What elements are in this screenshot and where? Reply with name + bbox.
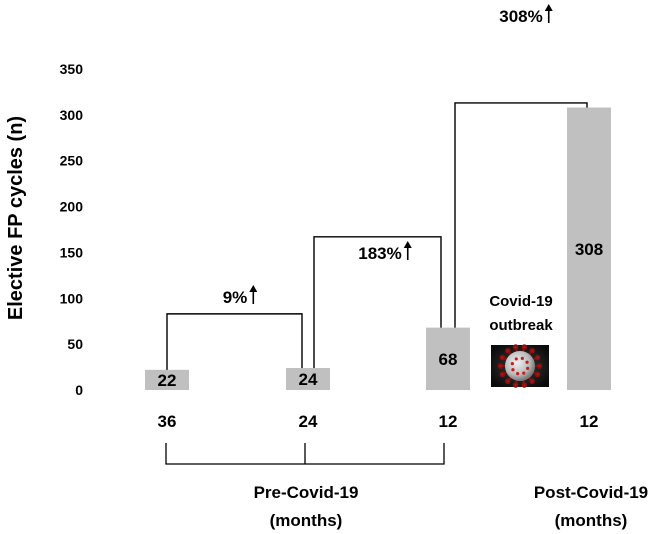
up-arrow-head — [249, 285, 258, 292]
bar-value-label: 22 — [158, 371, 177, 390]
bar — [426, 327, 470, 390]
increase-bracket — [166, 313, 303, 370]
bar — [567, 107, 611, 391]
y-tick-label: 200 — [60, 199, 84, 215]
bar-value-label: 308 — [575, 240, 603, 259]
covid-outbreak-sublabel: outbreak — [489, 317, 553, 334]
y-tick-label: 350 — [60, 61, 84, 77]
y-tick-label: 150 — [60, 244, 84, 260]
pre-covid-group-bracket — [165, 443, 445, 465]
up-arrow-head — [403, 241, 412, 248]
category-label: 12 — [439, 412, 458, 431]
increase-label: 9% — [223, 288, 248, 307]
pre-covid-group-label: Pre-Covid-19 — [254, 483, 359, 502]
bars — [145, 107, 611, 391]
bar-value-label: 68 — [439, 350, 458, 369]
coronavirus-icon — [491, 344, 549, 388]
y-tick-label: 100 — [60, 290, 84, 306]
up-arrow-head — [544, 4, 553, 11]
y-tick-label: 250 — [60, 153, 84, 169]
pre-covid-group-sublabel: (months) — [270, 511, 343, 530]
y-tick-label: 300 — [60, 107, 84, 123]
post-covid-group-sublabel: (months) — [555, 511, 628, 530]
bar — [286, 367, 330, 390]
increase-brackets: 9% 183% 308% — [166, 4, 588, 370]
category-labels: 36 24 12 12 — [158, 412, 599, 431]
y-tick-label: 50 — [67, 336, 83, 352]
bar-value-labels: 22 24 68 308 — [158, 240, 604, 390]
bar-value-label: 24 — [299, 370, 318, 389]
increase-bracket — [454, 102, 588, 328]
category-label: 24 — [299, 412, 318, 431]
y-axis-ticks: 0 50 100 150 200 250 300 350 — [60, 61, 84, 398]
y-axis-label: Elective FP cycles (n) — [5, 116, 27, 320]
covid-outbreak-label: Covid-19 — [489, 293, 552, 310]
bar — [145, 369, 189, 390]
post-covid-group-label: Post-Covid-19 — [534, 483, 648, 502]
increase-label: 183% — [358, 244, 401, 263]
increase-bracket — [313, 236, 442, 368]
y-tick-label: 0 — [75, 382, 83, 398]
pre-covid-bracket-line — [165, 443, 445, 465]
category-label: 12 — [580, 412, 599, 431]
increase-label: 308% — [499, 7, 542, 26]
category-label: 36 — [158, 412, 177, 431]
